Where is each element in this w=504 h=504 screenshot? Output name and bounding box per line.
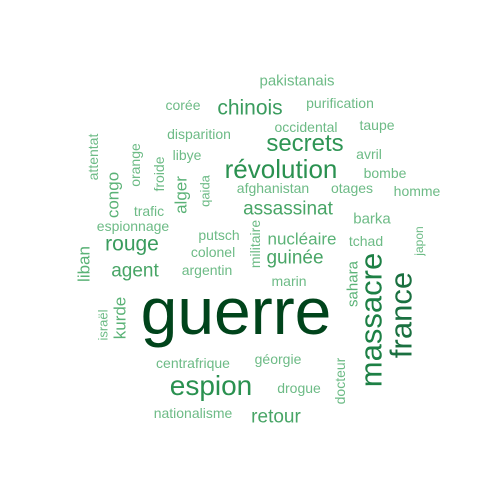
word-nationalisme: nationalisme xyxy=(153,405,233,421)
word-nucleaire: nucléaire xyxy=(267,229,337,249)
word-trafic: trafic xyxy=(133,203,165,219)
word-assassinat: assassinat xyxy=(243,198,333,220)
word-marin: marin xyxy=(271,273,307,289)
word-sahara: sahara xyxy=(344,261,362,307)
word-israel: israël xyxy=(95,309,111,341)
word-taupe: taupe xyxy=(359,117,395,133)
word-purification: purification xyxy=(306,95,374,111)
word-orange: orange xyxy=(127,143,143,187)
word-alger: alger xyxy=(171,176,191,214)
word-homme: homme xyxy=(393,183,441,199)
word-espionnage: espionnage xyxy=(96,218,170,234)
word-liban: liban xyxy=(74,246,94,282)
word-centrafrique: centrafrique xyxy=(156,355,230,371)
word-congo: congo xyxy=(103,171,123,219)
word-france: france xyxy=(383,271,419,359)
word-secrets: secrets xyxy=(266,130,344,157)
word-militaire: militaire xyxy=(247,219,263,269)
word-libye: libye xyxy=(172,147,202,163)
word-avril: avril xyxy=(356,146,382,162)
word-docteur: docteur xyxy=(332,357,348,405)
word-barka: barka xyxy=(353,210,391,228)
word-tchad: tchad xyxy=(348,233,384,249)
word-pakistanais: pakistanais xyxy=(259,72,335,90)
word-espion: espion xyxy=(169,370,253,401)
word-qaida: qaida xyxy=(197,175,213,207)
word-colonel: colonel xyxy=(190,244,236,260)
word-agent: agent xyxy=(111,260,159,282)
word-afghanistan: afghanistan xyxy=(236,180,310,196)
word-guinee: guinée xyxy=(266,247,324,269)
word-otages: otages xyxy=(330,180,374,196)
word-froide: froide xyxy=(151,156,167,192)
word-guerre: guerre xyxy=(140,274,332,348)
word-rouge: rouge xyxy=(105,232,159,256)
word-retour: retour xyxy=(251,406,301,428)
word-putsch: putsch xyxy=(198,227,240,243)
word-georgie: géorgie xyxy=(254,351,302,367)
word-attentat: attentat xyxy=(85,133,101,181)
word-occidental: occidental xyxy=(274,119,338,135)
word-japon: japon xyxy=(412,226,426,256)
word-revolution: révolution xyxy=(224,154,338,184)
word-kurde: kurde xyxy=(110,296,130,340)
word-argentin: argentin xyxy=(181,262,233,278)
word-drogue: drogue xyxy=(277,380,321,396)
word-bombe: bombe xyxy=(363,165,407,181)
word-disparition: disparition xyxy=(167,126,231,142)
word-chinois: chinois xyxy=(217,96,283,120)
word-coree: corée xyxy=(165,97,201,113)
